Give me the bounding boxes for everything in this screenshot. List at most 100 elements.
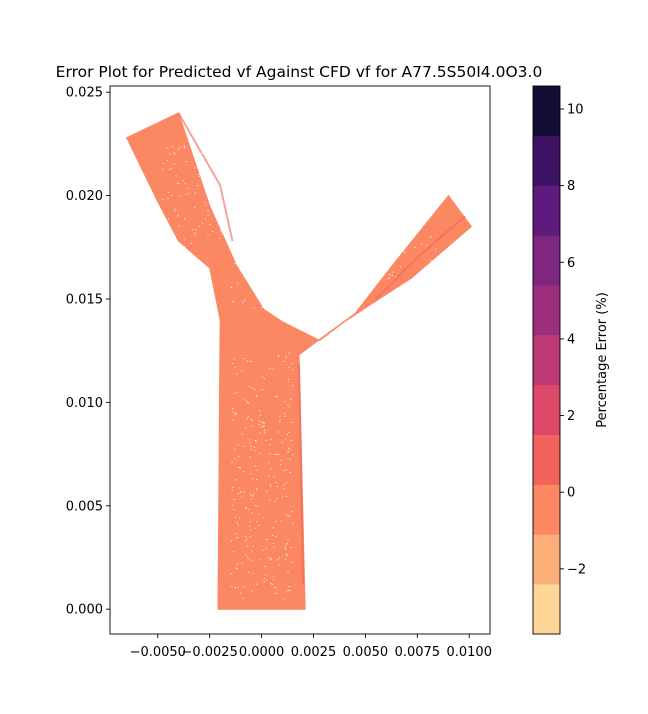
scatter-gap [194,234,196,236]
scatter-gap [259,452,261,454]
scatter-gap [284,412,286,414]
scatter-gap [254,389,256,391]
scatter-gap [412,236,414,238]
scatter-gap [240,491,242,493]
scatter-gap [273,593,276,595]
scatter-gap [214,146,216,148]
scatter-gap [207,214,209,216]
scatter-gap [249,493,251,495]
scatter-gap [290,547,292,548]
scatter-gap [232,363,234,364]
scatter-gap [231,489,233,491]
colorbar-band [533,235,560,286]
scatter-gap [292,369,294,371]
scatter-gap [286,555,288,557]
scatter-gap [262,278,265,280]
y-tick-label: 0.010 [66,396,103,411]
scatter-gap [258,272,260,274]
scatter-gap [194,232,196,234]
scatter-gap [253,492,255,494]
scatter-gap [237,444,239,446]
scatter-gap [287,571,289,573]
scatter-gap [264,288,267,289]
scatter-gap [279,464,281,466]
scatter-gap [221,186,223,188]
scatter-gap [245,554,247,556]
scatter-gap [277,354,280,356]
scatter-gap [429,267,432,269]
scatter-gap [243,586,245,588]
scatter-gap [198,175,200,177]
scatter-gap [272,575,275,577]
scatter-gap [269,444,271,446]
scatter-gap [168,218,170,220]
scatter-gap [182,180,184,181]
scatter-gap [258,298,261,300]
scatter-gap [240,496,243,498]
scatter-gap [244,427,247,429]
scatter-gap [251,420,253,422]
scatter-gap [283,488,285,490]
scatter-gap [281,442,283,444]
scatter-gap [273,543,275,544]
scatter-gap [176,183,179,185]
scatter-gap [209,150,211,152]
scatter-gap [166,159,168,161]
colorbar-tick-label: 8 [567,179,575,194]
scatter-gap [268,475,270,477]
scatter-gap [236,521,238,523]
scatter-gap [248,508,250,510]
scatter-gap [245,263,248,265]
scatter-gap [273,476,275,478]
scatter-gap [255,527,257,529]
scatter-gap [249,525,251,527]
colorbar-tick-label: −2 [567,562,586,577]
scatter-gap [258,410,261,412]
scatter-gap [258,513,260,515]
scatter-gap [246,538,248,540]
scatter-gap [278,355,280,357]
scatter-gap [259,414,261,416]
vessel-edge-highlight [298,365,305,585]
colorbar-band [533,434,560,485]
scatter-gap [263,378,265,380]
scatter-gap [292,454,294,456]
y-tick-label: 0.015 [66,292,103,307]
scatter-gap [270,582,272,584]
scatter-gap [232,419,234,421]
scatter-gap [256,469,258,471]
scatter-gap [395,245,397,247]
scatter-gap [232,301,234,303]
scatter-gap [177,148,180,150]
scatter-gap [205,168,207,169]
scatter-gap [234,366,237,368]
scatter-gap [278,564,280,566]
scatter-gap [235,413,237,415]
scatter-gap [376,235,378,237]
scatter-gap [232,504,234,506]
scatter-gap [278,431,280,433]
scatter-gap [207,210,209,212]
scatter-gap [245,536,247,537]
scatter-gap [241,562,243,564]
scatter-gap [250,529,252,531]
scatter-gap [275,482,277,483]
scatter-gap [234,516,237,518]
scatter-gap [261,376,263,378]
scatter-gap [236,391,238,393]
scatter-gap [288,366,290,368]
scatter-gap [380,254,382,256]
scatter-gap [430,236,432,238]
scatter-gap [237,536,239,538]
scatter-gap [271,534,274,536]
scatter-gap [289,458,291,460]
scatter-gap [254,265,257,267]
scatter-gap [249,360,251,362]
scatter-gap [251,590,253,592]
scatter-gap [287,451,289,452]
scatter-gap [204,201,206,203]
scatter-gap [286,543,288,545]
scatter-gap [232,411,234,413]
scatter-gap [221,188,223,189]
colorbar-tick-label: 6 [567,256,575,271]
